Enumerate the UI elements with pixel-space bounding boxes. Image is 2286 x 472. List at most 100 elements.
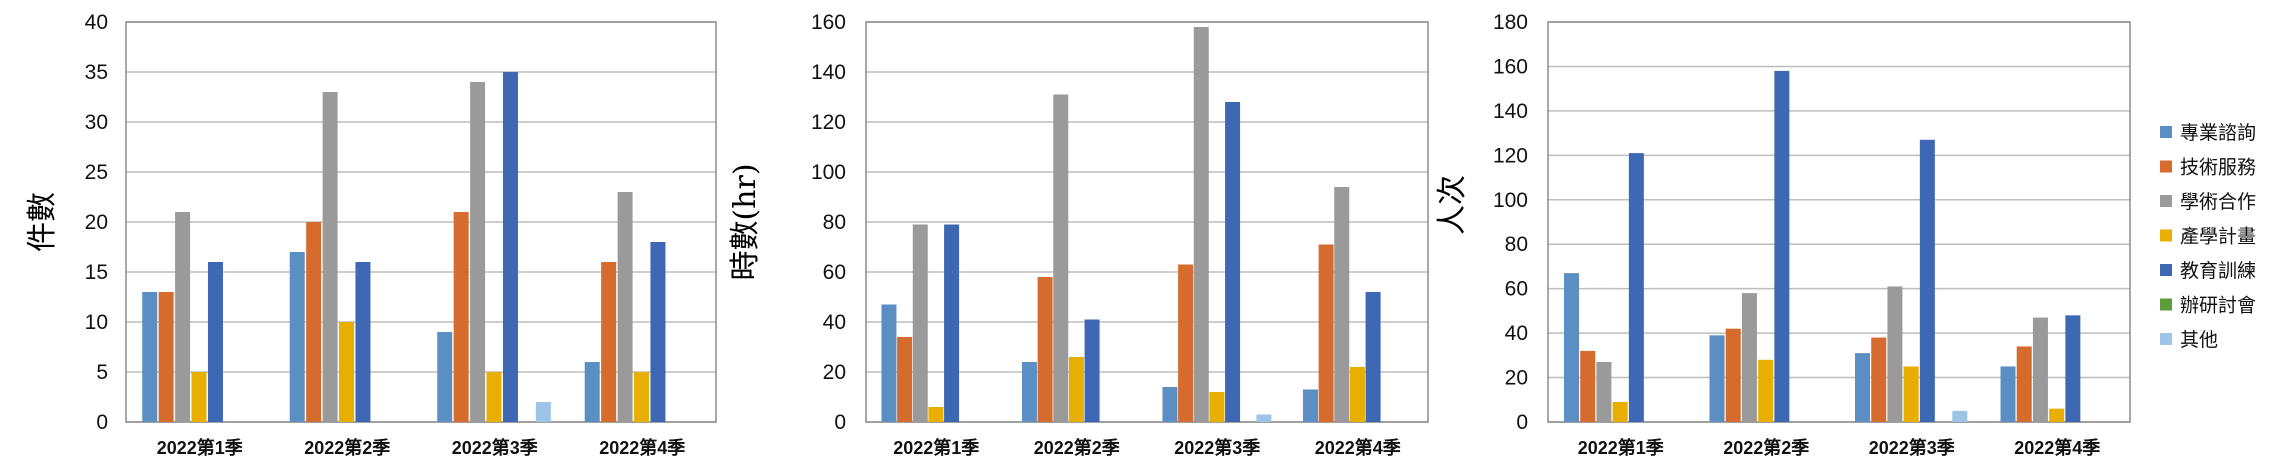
y-tick-label: 180	[1493, 11, 1528, 34]
x-tick-label: 2022第1季	[893, 437, 979, 458]
x-tick-label: 2022第3季	[1869, 437, 1955, 458]
bar-5-3	[1225, 102, 1241, 422]
legend-swatch-7	[2160, 333, 2172, 345]
bar-5-2	[1084, 319, 1100, 422]
bar-2-1	[158, 292, 174, 422]
bar-3-2	[1053, 94, 1069, 422]
y-tick-label: 160	[811, 11, 846, 34]
bar-5-1	[944, 224, 960, 422]
y-tick-label: 60	[823, 261, 846, 284]
x-tick-label: 2022第1季	[1578, 437, 1664, 458]
y-axis-label: 件數	[25, 192, 60, 252]
y-tick-label: 20	[823, 361, 846, 384]
y-tick-label: 10	[85, 311, 108, 334]
bar-7-3	[535, 402, 551, 422]
bar-1-2	[289, 252, 305, 422]
y-tick-label: 0	[1516, 411, 1528, 434]
chart-1: 0 5 10 15 20 25 30 35 40 2022第1季 2022第2季 2022第3季 202…	[25, 11, 717, 458]
legend-swatch-4	[2160, 229, 2172, 242]
y-tick-label: 60	[1505, 278, 1528, 301]
x-tick-label: 2022第4季	[599, 437, 685, 458]
bar-4-3	[1903, 366, 1919, 422]
y-tick-label: 80	[1505, 233, 1528, 256]
legend-label-4: 產學計畫	[2180, 226, 2256, 248]
bar-3-2	[1741, 293, 1757, 422]
bar-2-3	[1871, 337, 1887, 422]
bar-5-4	[2065, 315, 2081, 422]
y-tick-label: 15	[85, 261, 108, 284]
y-tick-label: 0	[96, 411, 108, 434]
bar-4-1	[1612, 402, 1628, 422]
legend-label-7: 其他	[2180, 329, 2218, 351]
x-tick-label: 2022第4季	[1315, 437, 1401, 458]
legend-label-2: 技術服務	[2180, 157, 2256, 179]
y-tick-label: 40	[1505, 322, 1528, 345]
y-tick-label: 35	[85, 61, 108, 84]
legend-swatch-2	[2160, 160, 2172, 173]
x-tick-label: 2022第2季	[304, 437, 390, 458]
bar-4-1	[928, 407, 944, 422]
y-tick-label: 30	[85, 111, 108, 134]
bar-1-3	[437, 332, 453, 422]
x-tick-label: 2022第4季	[2014, 437, 2100, 458]
bar-4-2	[339, 322, 355, 422]
bar-1-1	[1564, 273, 1580, 422]
bar-1-3	[1855, 353, 1871, 422]
y-tick-label: 140	[811, 61, 846, 84]
y-tick-label: 40	[823, 311, 846, 334]
bar-3-1	[175, 212, 191, 422]
chart-2: 0 20 40 60 80 100 120 140 160 2022第1季 2022第2季 2022第…	[728, 11, 1429, 458]
bar-3-1	[1596, 362, 1612, 422]
bar-4-3	[1209, 392, 1225, 422]
x-tick-label: 2022第2季	[1723, 437, 1809, 458]
bar-4-3	[486, 372, 502, 422]
x-tick-label: 2022第1季	[157, 437, 243, 458]
bar-2-4	[2016, 346, 2032, 422]
bar-2-1	[1580, 350, 1596, 422]
bar-2-2	[1037, 277, 1053, 422]
y-tick-label: 20	[85, 211, 108, 234]
bar-3-1	[912, 224, 928, 422]
y-tick-label: 5	[96, 361, 108, 384]
y-axis-label: 人次	[1435, 175, 1470, 235]
bar-4-4	[2049, 408, 2065, 422]
bar-4-4	[634, 372, 650, 422]
y-tick-label: 80	[823, 211, 846, 234]
y-tick-label: 120	[1493, 144, 1528, 167]
y-tick-label: 100	[811, 161, 846, 184]
bar-1-2	[1709, 335, 1725, 422]
bar-5-4	[1365, 292, 1381, 422]
bar-3-3	[1193, 27, 1209, 422]
legend-label-1: 專業諮詢	[2180, 122, 2256, 144]
bar-4-2	[1758, 359, 1774, 422]
bar-5-1	[1628, 153, 1644, 422]
bar-3-4	[1334, 187, 1350, 422]
plot-frame	[865, 21, 1429, 423]
y-tick-label: 100	[1493, 189, 1528, 212]
x-tick-label: 2022第3季	[452, 437, 538, 458]
bar-3-4	[617, 192, 633, 422]
bar-3-3	[1887, 286, 1903, 422]
bar-4-2	[1068, 357, 1084, 422]
y-tick-label: 0	[834, 411, 846, 434]
bar-2-3	[453, 212, 469, 422]
y-tick-label: 140	[1493, 100, 1528, 123]
bar-2-3	[1178, 264, 1194, 422]
bar-7-3	[1256, 414, 1272, 422]
bar-5-2	[355, 262, 371, 422]
bar-5-3	[502, 72, 518, 422]
bar-1-3	[1162, 387, 1178, 422]
y-axis-label: 時數(hr)	[728, 163, 763, 280]
y-tick-label: 20	[1505, 367, 1528, 390]
x-tick-label: 2022第3季	[1174, 437, 1260, 458]
plot-frame	[1547, 21, 2131, 423]
bar-4-1	[191, 372, 207, 422]
bar-5-4	[650, 242, 666, 422]
bar-5-3	[1919, 139, 1935, 422]
bar-7-3	[1952, 410, 1968, 422]
bar-1-4	[2000, 366, 2016, 422]
plot-frame	[125, 21, 717, 423]
y-tick-label: 160	[1493, 55, 1528, 78]
